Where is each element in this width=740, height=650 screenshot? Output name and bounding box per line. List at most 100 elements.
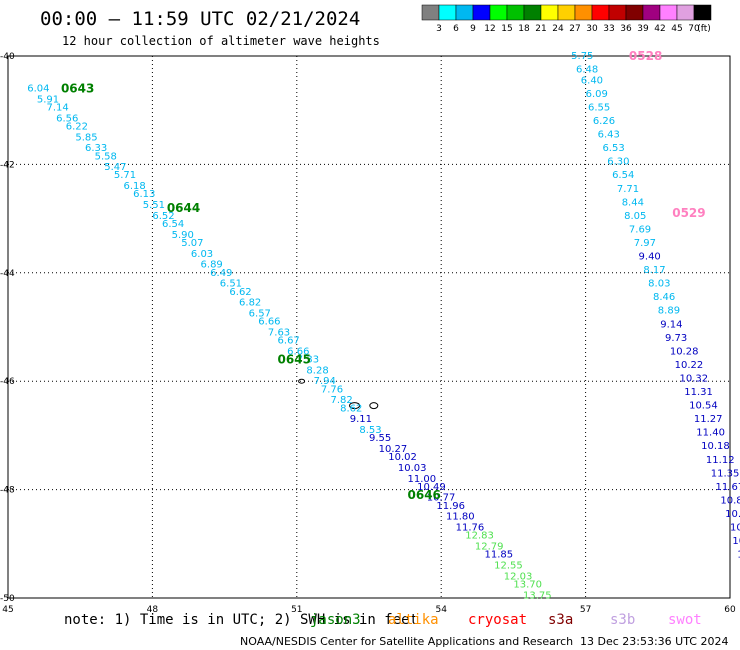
lon-tick-label: 60	[724, 605, 736, 615]
wave-height-value: 10.22	[675, 360, 704, 371]
wave-height-value: 5.58	[95, 151, 117, 162]
lat-tick-label: -46	[0, 377, 15, 387]
colorbar-label: 39	[637, 24, 649, 34]
wave-height-value: 6.40	[581, 75, 603, 86]
wave-height-value: 6.56	[56, 113, 78, 124]
wave-height-value: 11.31	[684, 387, 713, 398]
time-label: 0645	[278, 353, 311, 367]
wave-height-value: 6.48	[576, 65, 598, 76]
satellite-legend-jason3: jason3	[310, 612, 361, 628]
lon-tick-label: 57	[580, 605, 591, 615]
wave-height-value: 11.96	[436, 501, 465, 512]
colorbar-label: 42	[654, 24, 665, 34]
wave-height-value: 10.28	[670, 346, 699, 357]
wave-height-value: 8.62	[340, 403, 362, 414]
colorbar-label: 18	[518, 24, 530, 34]
wave-height-value: 7.76	[321, 384, 343, 395]
timestamp-text: 13 Dec 23:53:36 UTC 2024	[580, 635, 729, 648]
wave-height-value: 10.02	[388, 452, 417, 463]
island-outline	[349, 402, 361, 410]
wave-height-value: 5.47	[104, 162, 126, 173]
wave-height-value: 11.00	[408, 474, 437, 485]
wave-height-value: 8.89	[658, 306, 680, 317]
wave-height-value: 6.30	[607, 157, 629, 168]
wave-height-value: 11.67	[716, 482, 740, 493]
map-title: 00:00 – 11:59 UTC 02/21/2024	[40, 8, 361, 30]
colorbar-label: 45	[671, 24, 682, 34]
wave-height-value: 6.09	[586, 89, 608, 100]
lon-tick-label: 48	[147, 605, 159, 615]
satellite-legend-altika: altika	[388, 612, 439, 628]
note-text: note: 1) Time is in UTC; 2) SWH is in fe…	[64, 612, 419, 628]
colorbar-label: 30	[586, 24, 598, 34]
wave-height-value: 6.57	[249, 308, 271, 319]
wave-height-value: 12.55	[494, 560, 523, 571]
wave-height-value: 11.27	[694, 414, 723, 425]
wave-height-value: 7.69	[629, 224, 651, 235]
track-layer: 6.045.917.146.566.225.856.335.585.475.71…	[27, 50, 740, 601]
lat-tick-label: -40	[0, 52, 15, 62]
wave-height-value: 6.54	[612, 170, 634, 181]
wave-height-value: 10.36	[725, 509, 740, 520]
wave-height-value: 12.83	[465, 531, 494, 542]
wave-height-value: 10.27	[379, 444, 408, 455]
wave-height-value: 13.75	[523, 590, 552, 601]
wave-height-value: 6.66	[287, 346, 309, 357]
wave-height-value: 11.85	[485, 550, 514, 561]
wave-height-value: 6.89	[201, 260, 223, 271]
colorbar-label: 24	[552, 24, 564, 34]
wave-height-value: 7.63	[268, 327, 290, 338]
wave-height-value: 6.13	[133, 189, 155, 200]
colorbar-label: 36	[620, 24, 632, 34]
wave-height-value: 6.49	[210, 268, 232, 279]
wave-height-value: 6.04	[27, 84, 49, 95]
colorbar-label: 21	[535, 24, 546, 34]
wave-height-value: 6.18	[124, 181, 146, 192]
lon-tick-label: 45	[2, 605, 13, 615]
wave-height-value: 7.94	[314, 376, 336, 387]
wave-height-value: 11.80	[446, 512, 475, 523]
satellite-legend-s3a: s3a	[548, 612, 574, 628]
wave-height-value: 10.1	[732, 536, 740, 547]
wave-height-value: 6.55	[588, 102, 610, 113]
wave-height-value: 8.17	[643, 265, 665, 276]
wave-height-value: 10.77	[427, 493, 456, 504]
wave-height-value: 10.18	[701, 441, 730, 452]
time-label: 0644	[167, 201, 200, 215]
wave-height-value: 9.73	[665, 333, 687, 344]
wave-height-value: 10.32	[679, 373, 708, 384]
wave-height-value: 6.51	[220, 279, 242, 290]
wave-height-value: 7.71	[617, 184, 639, 195]
wave-height-value: 11.40	[696, 428, 725, 439]
wave-height-value: 8.46	[653, 292, 675, 303]
map-subtitle: 12 hour collection of altimeter wave hei…	[62, 34, 380, 48]
wave-height-value: 6.03	[191, 249, 213, 260]
lat-tick-label: -50	[0, 594, 15, 604]
wave-height-value: 10.49	[417, 482, 446, 493]
wave-height-value: 8.03	[648, 279, 670, 290]
colorbar-label: 9	[470, 24, 476, 34]
wave-height-value: 6.66	[258, 317, 280, 328]
wave-height-value: 5.85	[75, 132, 97, 143]
colorbar-label: 12	[484, 24, 495, 34]
wave-height-value: 7.14	[47, 102, 69, 113]
wave-height-value: 9.14	[660, 319, 682, 330]
island-outline	[298, 378, 306, 384]
wave-height-value: 7.33	[297, 355, 319, 366]
wave-height-value: 7.82	[330, 395, 352, 406]
credit-text: NOAA/NESDIS Center for Satellite Applica…	[240, 635, 574, 648]
island-outline	[369, 402, 379, 410]
satellite-legend-swot: swot	[668, 612, 702, 628]
wave-height-value: 6.54	[162, 219, 184, 230]
wave-height-value: 11.12	[706, 455, 735, 466]
wave-height-value: 10.54	[689, 401, 718, 412]
satellite-legend-s3b: s3b	[610, 612, 636, 628]
wave-height-value: 8.28	[306, 365, 328, 376]
wave-height-value: 5.51	[143, 200, 165, 211]
wave-height-value: 5.07	[181, 238, 203, 249]
colorbar-label: 27	[569, 24, 580, 34]
colorbar-label: 6	[453, 24, 459, 34]
colorbar-label: 33	[603, 24, 614, 34]
colorbar-unit: (ft)	[697, 24, 711, 34]
wave-height-value: 9.40	[639, 252, 661, 263]
